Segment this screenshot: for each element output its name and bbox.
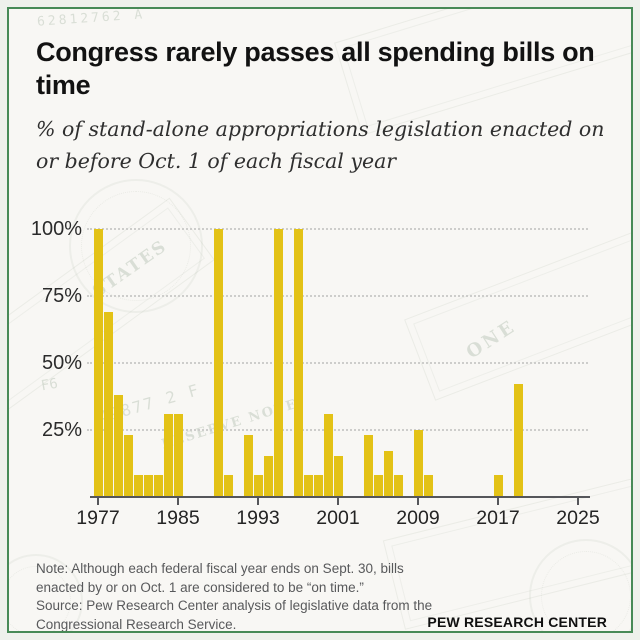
dollar-seal-shape bbox=[69, 179, 203, 313]
chart-title: Congress rarely passes all spending bill… bbox=[36, 36, 628, 102]
source-line: Congressional Research Service. bbox=[36, 616, 237, 632]
chart-title-line2: time bbox=[36, 70, 91, 100]
chart-subtitle: % of stand-alone appropriations legislat… bbox=[36, 113, 631, 177]
bill-serial-text: 49877 2 F bbox=[96, 379, 203, 428]
bill-text: STATES bbox=[89, 236, 172, 302]
chart-card: 62812762 A STATES 49877 2 F F6 RESERVE N… bbox=[7, 7, 633, 633]
source-line: Source: Pew Research Center analysis of … bbox=[36, 598, 433, 614]
chart-subtitle-line2: or before Oct. 1 of each fiscal year bbox=[36, 149, 397, 173]
bill-serial-text: F6 bbox=[39, 375, 60, 395]
chart-title-line1: Congress rarely passes all spending bill… bbox=[36, 37, 595, 67]
chart-note: Note: Although each federal fiscal year … bbox=[36, 560, 456, 632]
dollar-bill-shape bbox=[9, 197, 215, 438]
bill-text: RESERVE NOTE bbox=[159, 396, 300, 453]
bill-serial-text: 62812762 A bbox=[36, 7, 146, 30]
bill-text: ONE bbox=[462, 315, 521, 364]
dollar-bill-shape bbox=[404, 204, 631, 401]
chart-subtitle-line1: % of stand-alone appropriations legislat… bbox=[36, 117, 605, 141]
note-line: Note: Although each federal fiscal year … bbox=[36, 561, 404, 576]
pew-research-center-wordmark: PEW RESEARCH CENTER bbox=[427, 614, 607, 630]
note-line: enacted by or on Oct. 1 are considered t… bbox=[36, 579, 364, 595]
